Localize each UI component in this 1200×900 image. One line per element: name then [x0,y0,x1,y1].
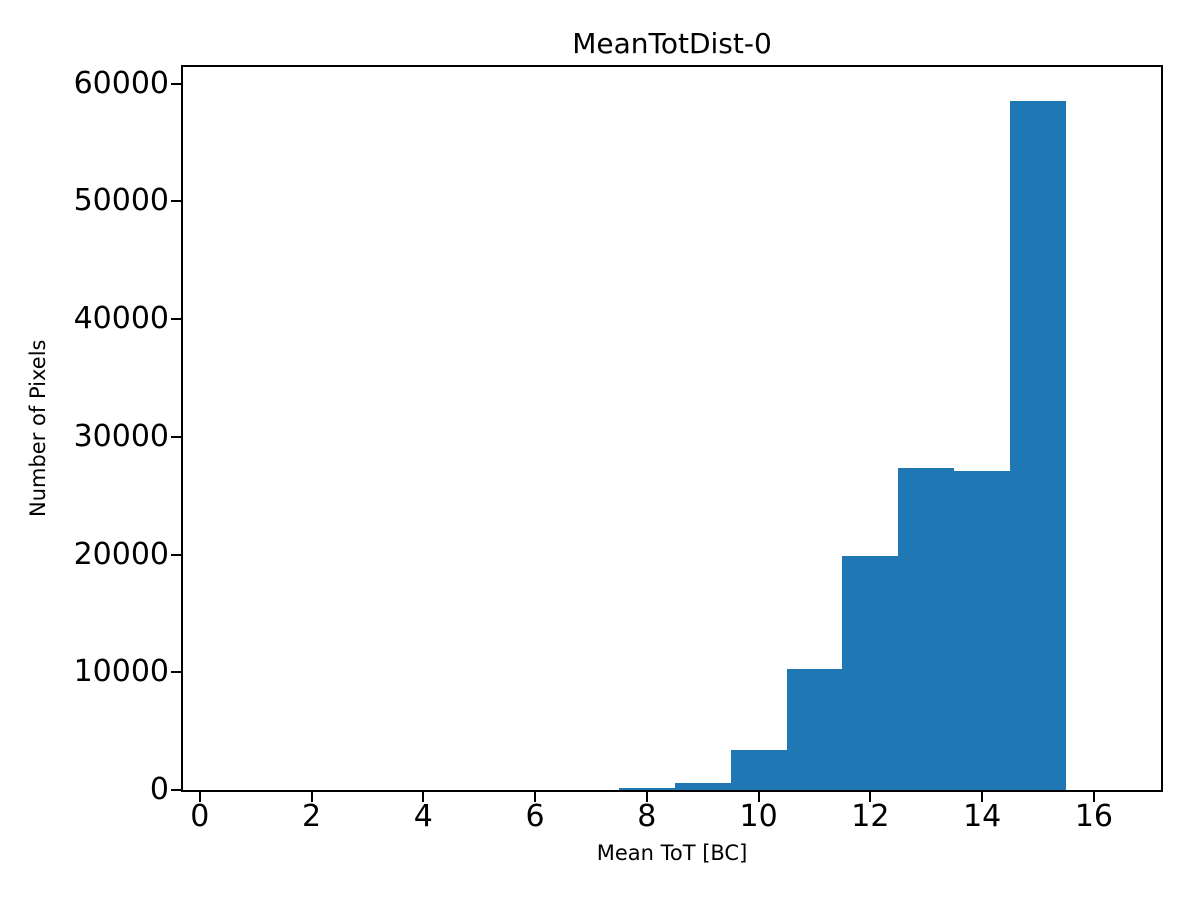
y-tick-label: 50000 [73,183,169,219]
x-tick-label: 14 [963,799,1002,834]
x-tick-label: 0 [190,799,210,834]
histogram-bar [1010,101,1066,790]
x-tick-mark [310,792,313,802]
y-tick-label: 40000 [73,301,169,337]
histogram-bar [842,555,899,790]
x-tick-label: 10 [739,799,778,834]
x-tick-label: 2 [301,799,322,834]
x-tick-mark [534,792,537,802]
histogram-bar [786,668,843,790]
y-tick-label: 30000 [73,418,169,454]
histogram-bar [618,788,675,790]
y-axis-label: Number of Pixels [26,339,50,518]
y-tick-mark [171,553,181,556]
x-tick-label: 6 [525,799,545,834]
y-tick-label: 10000 [73,654,169,690]
y-tick-mark [171,671,181,674]
y-tick-label: 60000 [73,65,169,101]
x-axis-label: Mean ToT [BC] [596,841,748,865]
y-tick-label: 0 [149,772,169,807]
histogram-bar [898,467,955,790]
y-tick-mark [171,200,181,203]
x-tick-label: 8 [637,799,657,834]
y-tick-mark [171,435,181,438]
y-tick-label: 20000 [73,536,169,572]
histogram-bar [954,471,1011,790]
y-tick-mark [171,789,181,791]
x-tick-mark [981,792,984,802]
x-tick-mark [422,792,425,802]
y-tick-mark [171,318,181,321]
chart-title: MeanTotDist-0 [572,27,772,60]
histogram-bar [730,749,787,790]
x-tick-mark [1092,792,1095,802]
x-tick-mark [869,792,872,802]
x-tick-mark [198,792,201,802]
plot-area: 0 2 4 6 8 10 12 14 16 0 10000 20000 30000 40000 50000 6… [74,65,1163,832]
x-tick-label: 16 [1074,799,1114,834]
x-tick-mark [645,792,648,802]
x-tick-mark [757,792,760,802]
histogram-bar [674,783,731,790]
x-tick-label: 12 [851,799,890,834]
y-tick-mark [171,82,181,85]
x-tick-label: 4 [413,799,433,834]
